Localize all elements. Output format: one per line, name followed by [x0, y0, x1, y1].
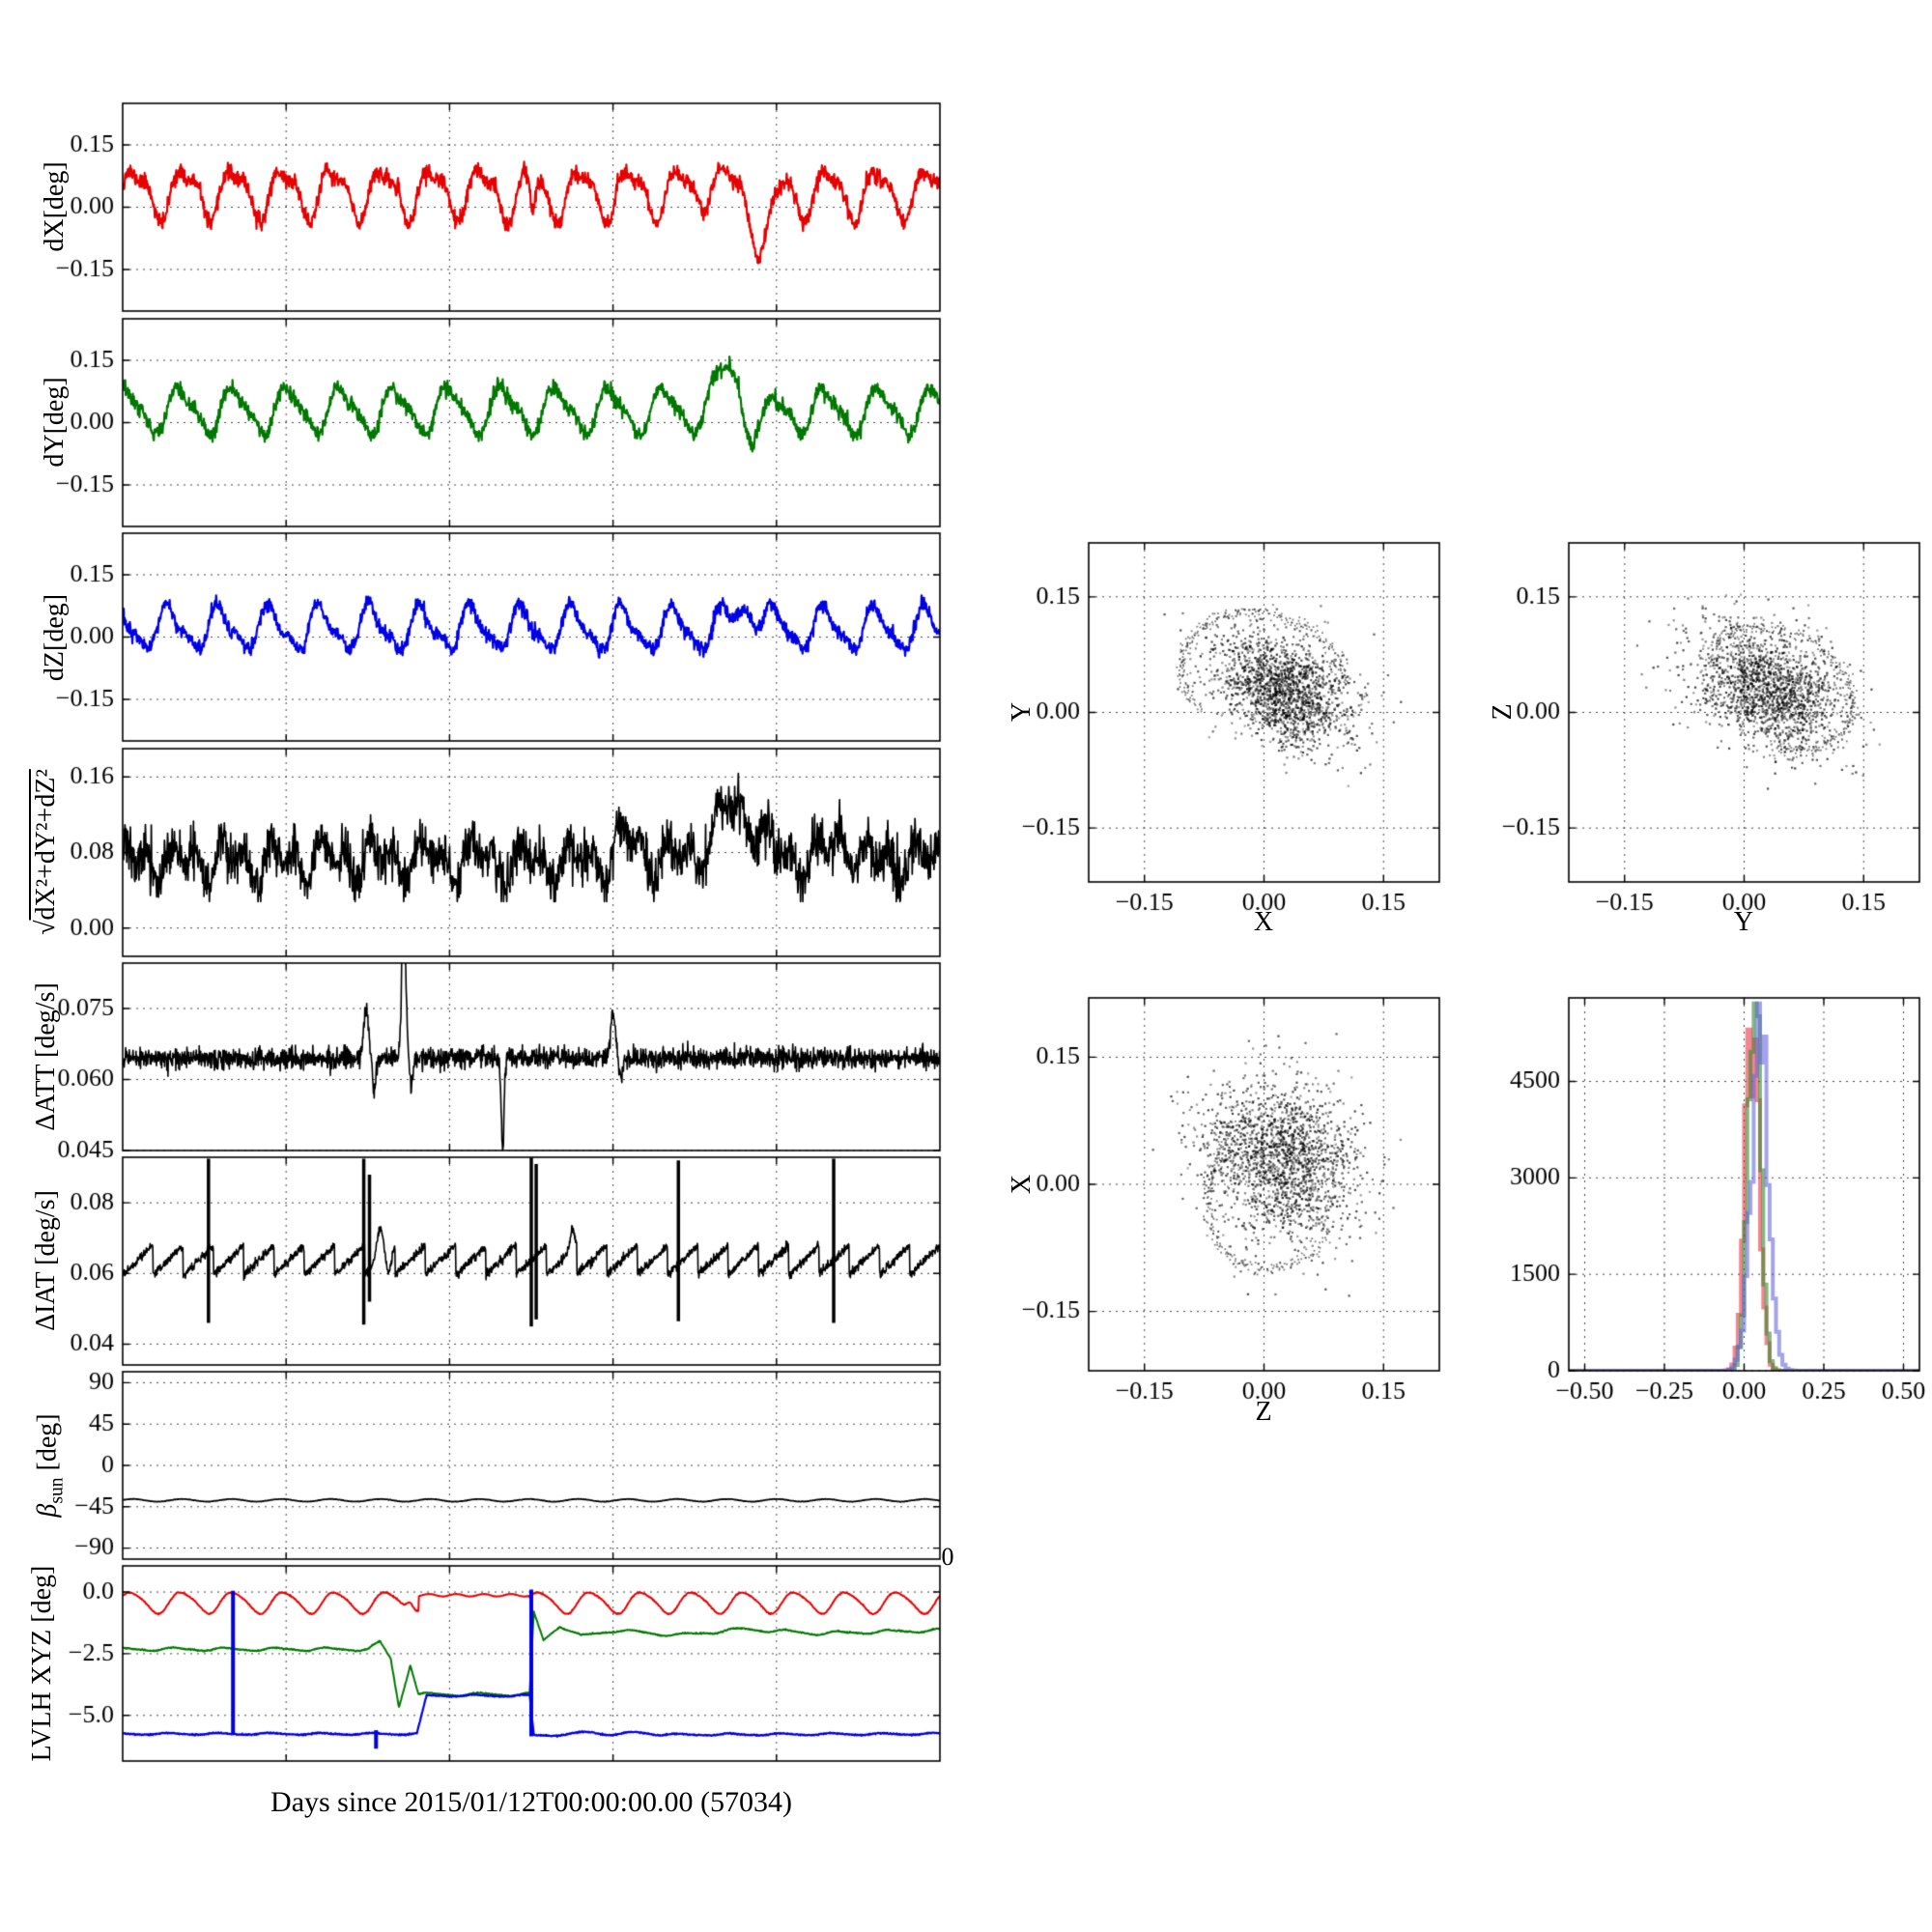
xlabel-scatter-z: Z: [1255, 1397, 1272, 1427]
sqrt-body: dX²+dY²+dZ²: [31, 769, 61, 921]
stray-zero-tick: 0: [941, 1543, 954, 1571]
beta-subscript: sun: [46, 1477, 68, 1504]
ylabel-dz: dZ[deg]: [40, 593, 70, 682]
x-axis-caption: Days since 2015/01/12T00:00:00.00 (57034…: [270, 1786, 792, 1818]
ylabel-scatter-z: Z: [1488, 703, 1518, 721]
ylabel-dy: dY[deg]: [40, 377, 70, 468]
ylabel-lvlh-xyz: LVLH XYZ [deg]: [27, 1565, 57, 1762]
ylabel-dx: dX[deg]: [40, 161, 70, 252]
xlabel-scatter-x: X: [1253, 907, 1274, 937]
beta-symbol: β: [32, 1503, 63, 1518]
beta-unit: [deg]: [32, 1413, 63, 1478]
ylabel-delta-att: ΔATT [deg/s]: [31, 982, 61, 1131]
sqrt-radical: √: [31, 920, 61, 935]
ylabel-scatter-y: Y: [1007, 701, 1037, 723]
xlabel-scatter-y: Y: [1733, 907, 1754, 937]
ylabel-beta-sun: βsun [deg]: [33, 1413, 69, 1517]
ylabel-magnitude: √dX²+dY²+dZ²: [31, 769, 62, 935]
ylabel-delta-iat: ΔIAT [deg/s]: [31, 1190, 61, 1331]
ylabel-scatter-x: X: [1007, 1174, 1037, 1195]
